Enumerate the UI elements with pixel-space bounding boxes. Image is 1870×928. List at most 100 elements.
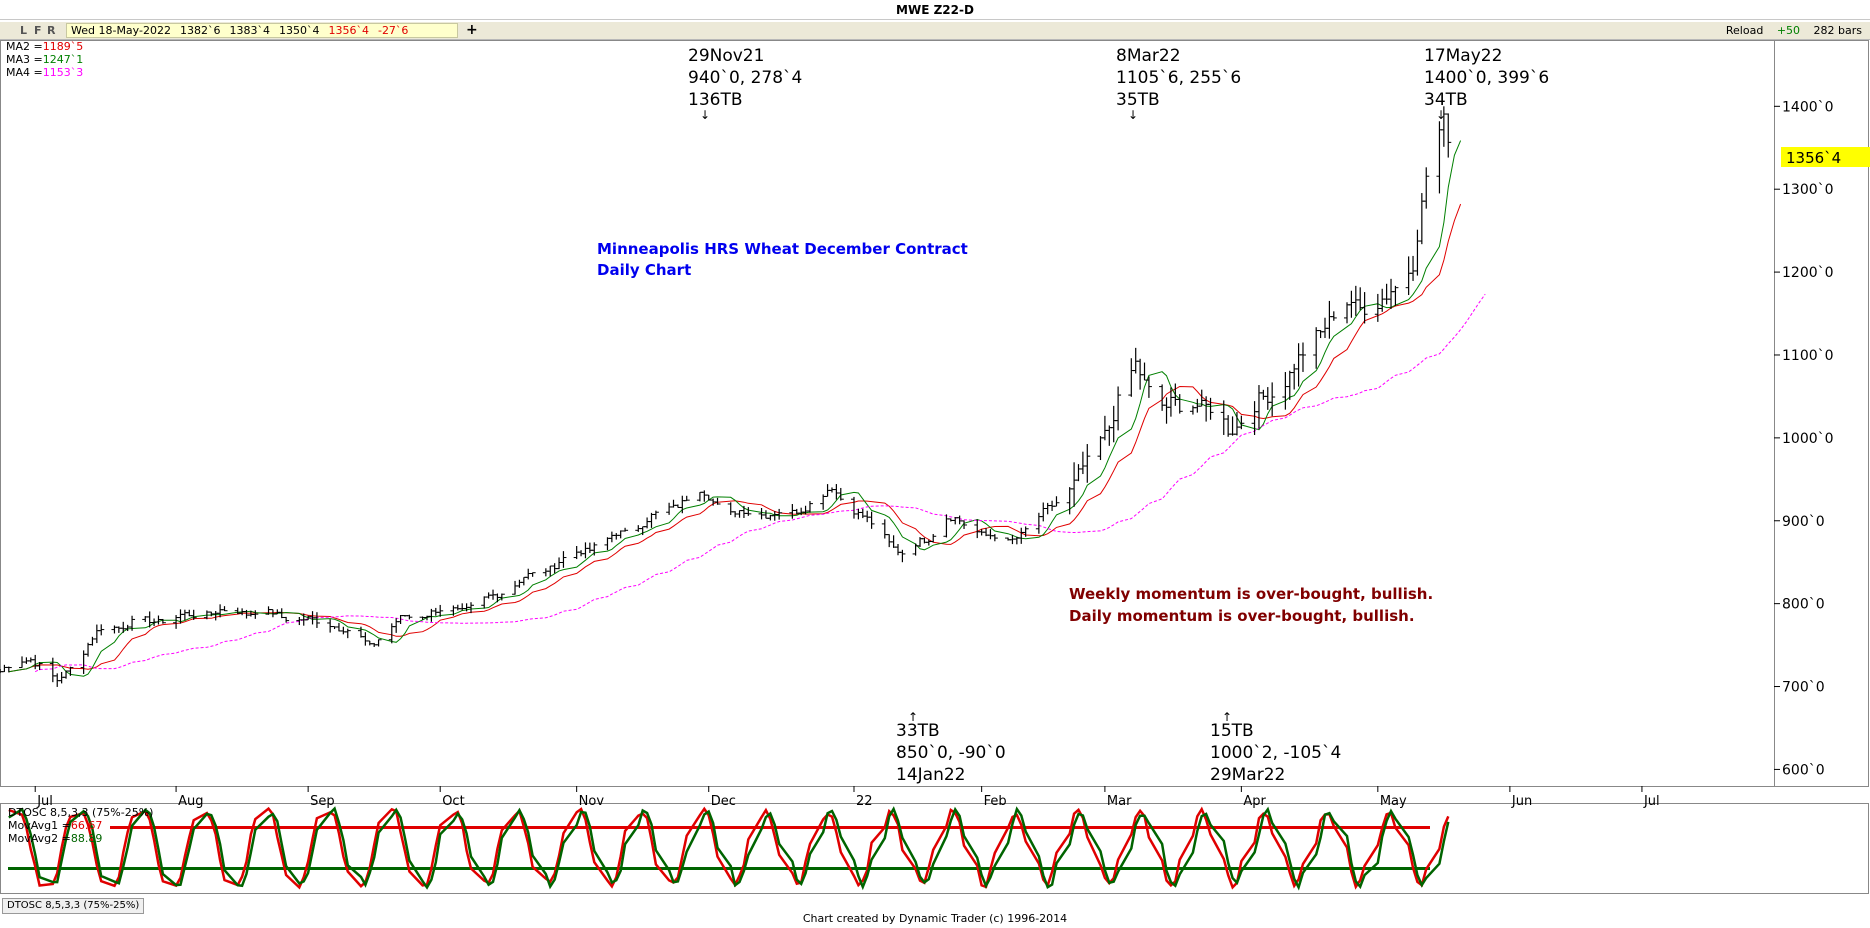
pivot-high-3-price: 1400`0, 399`6	[1424, 68, 1549, 88]
quote-open: 1382`6	[179, 24, 221, 37]
y-tick-label: 1100`0	[1782, 348, 1834, 364]
quote-high: 1383`4	[229, 24, 270, 37]
ma2-legend-label: MA2 =	[6, 40, 43, 53]
bars-count: 282 bars	[1813, 24, 1862, 37]
x-tick-label: Jun	[1511, 794, 1532, 809]
title-bar: MWE Z22-D	[0, 0, 1870, 20]
pivot-high-2-bars: 35TB	[1116, 90, 1160, 110]
pivot-low-1-bars: 33TB	[896, 721, 940, 741]
toolbar-right: Reload +50 282 bars	[1716, 24, 1862, 37]
ma3-legend-label: MA3 =	[6, 53, 43, 66]
ma3-legend-value: 1247`1	[42, 53, 84, 66]
quote-change: -27`6	[377, 24, 409, 37]
pivot-low-1-price: 850`0, -90`0	[896, 743, 1006, 763]
reload-button[interactable]: Reload	[1725, 24, 1764, 37]
footer-credit: Chart created by Dynamic Trader (c) 1996…	[802, 912, 1068, 925]
x-tick-label: Jul	[1643, 794, 1660, 809]
x-tick-label: Apr	[1243, 794, 1266, 809]
x-tick-label: 22	[856, 794, 873, 809]
ma4-legend-label: MA4 =	[6, 66, 43, 79]
x-tick-label: Sep	[310, 794, 335, 809]
x-tick-label: Jul	[36, 794, 53, 809]
movavg1-legend: MovAvg1 =66.67	[8, 819, 102, 832]
r-button[interactable]: R	[47, 24, 56, 37]
pivot-high-3-date: 17May22	[1424, 46, 1502, 66]
y-tick-label: 900`0	[1782, 514, 1825, 530]
y-tick-label: 800`0	[1782, 597, 1825, 613]
ma3-line	[8, 140, 1462, 677]
ma3-legend: MA3 =1247`1	[6, 53, 83, 66]
y-tick-label: 1300`0	[1782, 182, 1834, 198]
toolbar: L F R Wed 18-May-2022 1382`6 1383`4 1350`4 1…	[0, 22, 1870, 40]
x-tick-label: Nov	[579, 794, 605, 809]
ma2-legend-value: 1189`5	[42, 40, 84, 53]
quote-low: 1350`4	[278, 24, 320, 37]
y-tick-label: 700`0	[1782, 680, 1825, 696]
movavg2-line	[8, 806, 1450, 891]
y-tick-label: 1200`0	[1782, 265, 1834, 281]
oscillator-pane-border	[0, 803, 1869, 894]
pivot-high-3-bars: 34TB	[1424, 90, 1468, 110]
pivot-high-1-date: 29Nov21	[688, 46, 764, 66]
x-tick-label: Aug	[178, 794, 203, 809]
movavg1-legend-value: 66.67	[70, 819, 103, 832]
current-price-label: 1356`4	[1786, 149, 1841, 167]
quote-box: Wed 18-May-2022 1382`6 1383`4 1350`4 1356`4-…	[66, 23, 458, 38]
momentum-weekly: Weekly momentum is over-bought, bullish.	[1069, 585, 1433, 603]
x-tick-label: Mar	[1107, 794, 1132, 809]
oscillator-tab[interactable]: DTOSC 8,5,3,3 (75%-25%)	[2, 898, 145, 914]
x-tick-label: May	[1380, 794, 1407, 809]
dtosc-legend-label: DTOSC 8,5,3,3 (75%-25%)	[8, 806, 154, 819]
x-tick-label: Oct	[442, 794, 464, 809]
price-axis: 600`0 700`0 800`0 900`0 1000`0 1100`0 1200`0 13…	[1774, 99, 1834, 778]
ma2-line	[8, 203, 1462, 673]
chart-annotations: Minneapolis HRS Wheat December Contract …	[597, 46, 1870, 785]
pivot-low-2-date: 29Mar22	[1210, 765, 1285, 785]
price-bars	[0, 106, 1452, 687]
pivot-high-2-arrow: ↓	[1128, 108, 1138, 122]
x-tick-label: Feb	[984, 794, 1007, 809]
momentum-daily: Daily momentum is over-bought, bullish.	[1069, 607, 1415, 625]
pivot-low-2-bars: 15TB	[1210, 721, 1254, 741]
oscillator-panel	[8, 806, 1450, 891]
movavg1-line	[8, 806, 1450, 890]
moving-averages	[8, 140, 1486, 677]
quote-date: Wed 18-May-2022	[71, 24, 171, 37]
ma2-legend: MA2 =1189`5	[6, 40, 83, 53]
pivot-high-1-arrow: ↓	[700, 108, 710, 122]
movavg2-legend-value: 88.89	[70, 832, 103, 845]
pivot-high-1-bars: 136TB	[688, 90, 743, 110]
date-axis: Jul Aug Sep Oct Nov Dec 22 Feb Mar Apr May Jun Jul	[34, 786, 1660, 809]
movavg2-legend: MovAvg2 =88.89	[8, 832, 102, 845]
ma4-line	[34, 293, 1486, 673]
ma4-legend-value: 1153`3	[42, 66, 84, 79]
current-price-label-bg	[1781, 147, 1870, 167]
pivot-high-2-price: 1105`6, 255`6	[1116, 68, 1241, 88]
pivot-low-1-arrow: ↑	[908, 710, 918, 724]
movavg1-legend-label: MovAvg1 =	[8, 819, 71, 832]
movavg2-legend-label: MovAvg2 =	[8, 832, 71, 845]
add-button[interactable]: +	[466, 22, 478, 38]
pivot-high-3-arrow: ↓	[1436, 108, 1446, 122]
x-tick-label: Dec	[711, 794, 736, 809]
f-button[interactable]: F	[34, 24, 42, 37]
chart-frame	[0, 40, 1869, 894]
plus50-button[interactable]: +50	[1776, 24, 1801, 37]
dtosc-legend: DTOSC 8,5,3,3 (75%-25%)	[8, 806, 153, 819]
quote-close: 1356`4	[328, 24, 369, 37]
pivot-low-1-date: 14Jan22	[896, 765, 965, 785]
chart-window-title: MWE Z22-D	[896, 3, 974, 17]
chart-subject-subtitle: Daily Chart	[597, 261, 691, 279]
pivot-low-2-price: 1000`2, -105`4	[1210, 743, 1341, 763]
y-tick-label: 1000`0	[1782, 431, 1834, 447]
y-tick-label: 1400`0	[1782, 99, 1834, 115]
y-tick-label: 600`0	[1782, 762, 1825, 778]
pivot-high-1-price: 940`0, 278`4	[688, 68, 802, 88]
price-pane-border	[0, 40, 1869, 787]
pivot-low-2-arrow: ↑	[1222, 710, 1232, 724]
pivot-high-2-date: 8Mar22	[1116, 46, 1181, 66]
ma4-legend: MA4 =1153`3	[6, 66, 83, 79]
chart-subject-title: Minneapolis HRS Wheat December Contract	[597, 240, 968, 258]
l-button[interactable]: L	[20, 24, 28, 37]
